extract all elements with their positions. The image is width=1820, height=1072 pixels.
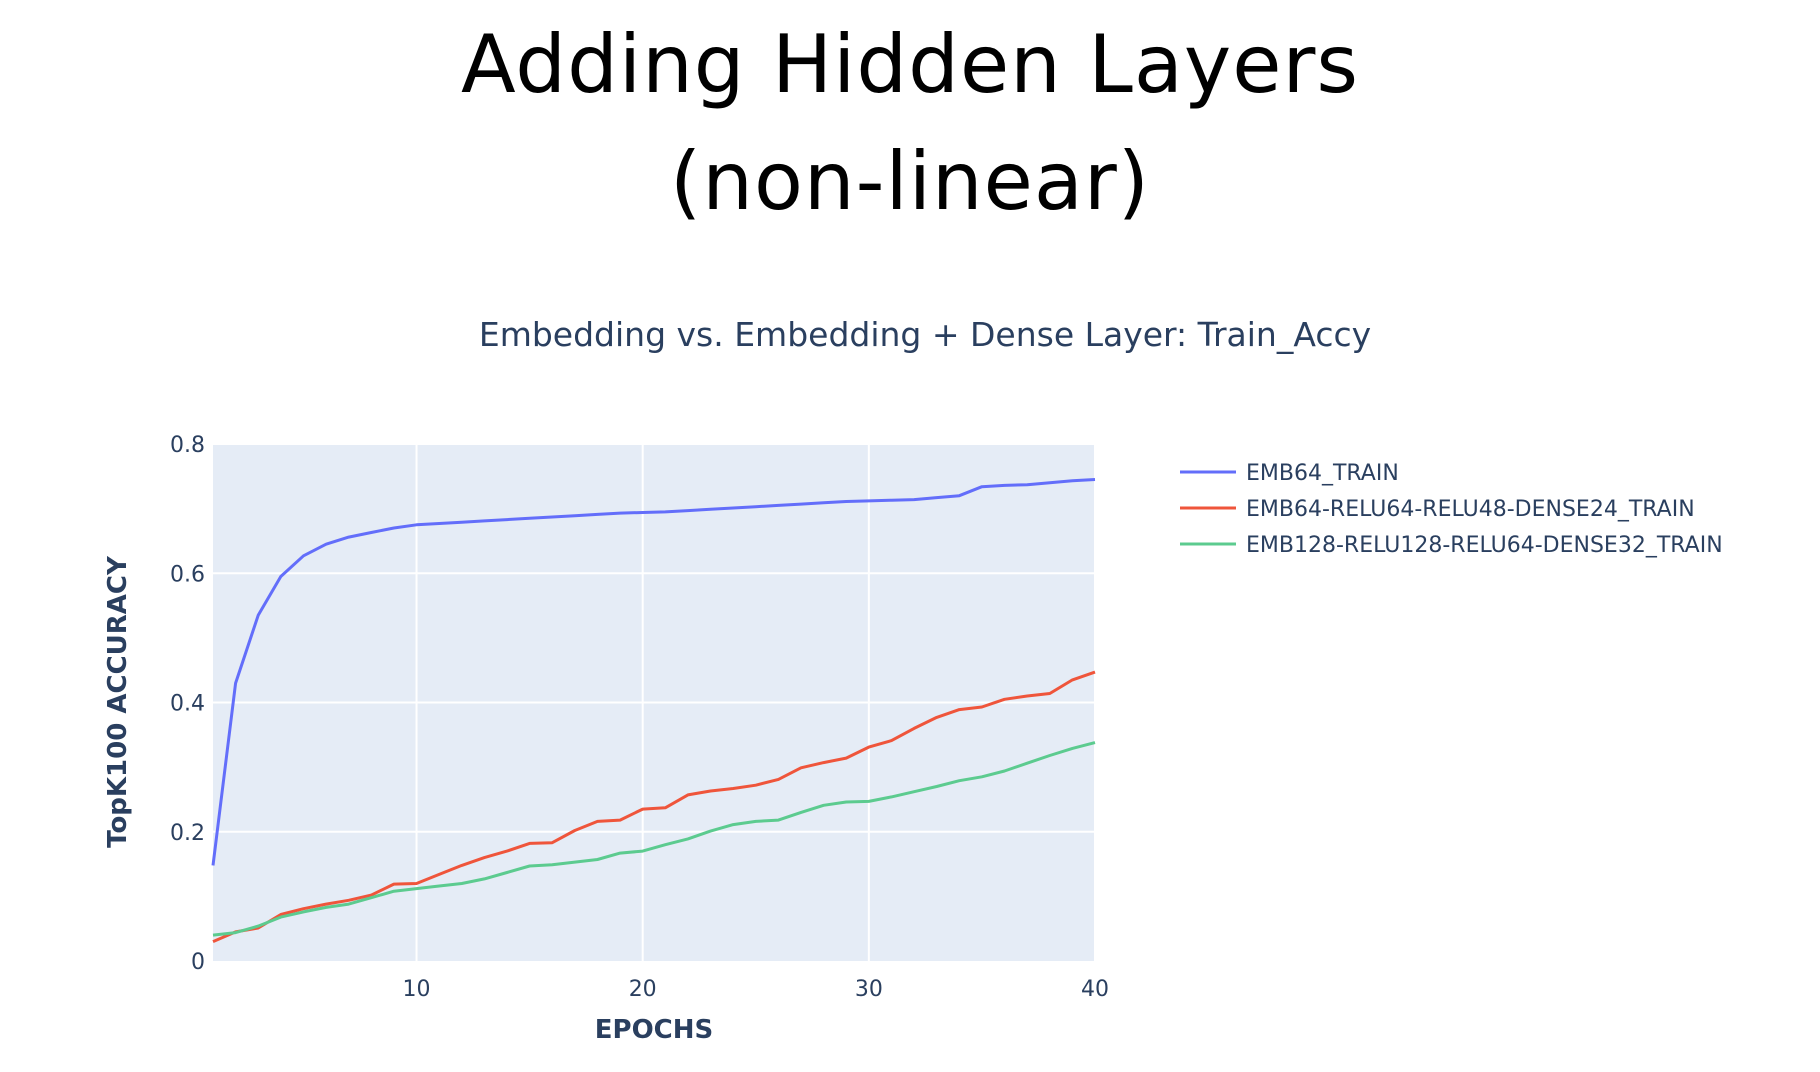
series-line-2 (212, 670, 1096, 943)
x-tick-label: 10 (403, 977, 431, 1002)
x-tick-label: 40 (1081, 977, 1109, 1002)
tick-labels: 10 20 30 40 0 0.2 0.4 0.6 0.8 (170, 433, 1109, 1002)
y-tick-label: 0.4 (170, 692, 205, 717)
series-lines (211, 478, 1096, 943)
y-tick-label: 0.8 (170, 433, 205, 458)
legend: EMB64_TRAIN EMB64-RELU64-RELU48-DENSE24_T… (1180, 461, 1723, 558)
legend-label-2: EMB64-RELU64-RELU48-DENSE24_TRAIN (1246, 497, 1695, 522)
slide-title-line2: (non-linear) (670, 135, 1150, 228)
series-line-1 (211, 478, 1096, 866)
y-tick-label: 0 (191, 950, 205, 975)
grid-lines (213, 443, 1096, 961)
x-tick-label: 30 (855, 977, 883, 1002)
chart-title: Embedding vs. Embedding + Dense Layer: T… (479, 315, 1371, 354)
x-tick-label: 20 (629, 977, 657, 1002)
series-line-3 (212, 741, 1096, 937)
y-axis-title: TopK100 ACCURACY (103, 555, 133, 848)
legend-label-1: EMB64_TRAIN (1246, 461, 1399, 486)
y-tick-label: 0.6 (170, 562, 205, 587)
y-tick-label: 0.2 (170, 821, 205, 846)
slide-title-line1: Adding Hidden Layers (460, 18, 1360, 111)
x-axis-title: EPOCHS (595, 1015, 714, 1045)
legend-label-3: EMB128-RELU128-RELU64-DENSE32_TRAIN (1246, 533, 1723, 558)
